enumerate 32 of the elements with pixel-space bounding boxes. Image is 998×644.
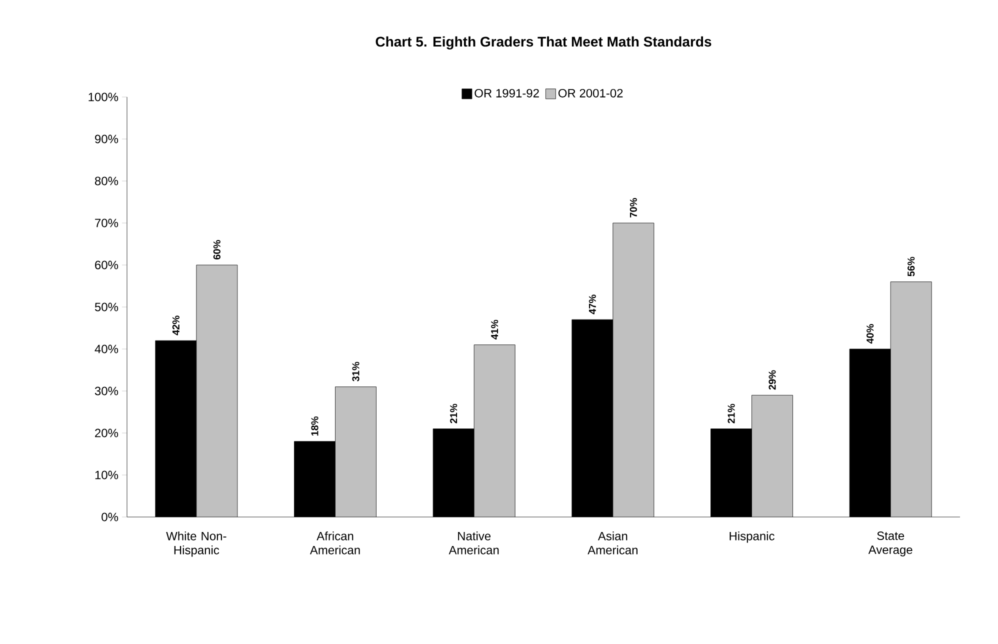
y-tick-label: 60% <box>95 260 118 270</box>
y-tick-label: 100% <box>88 92 118 102</box>
data-label: 40% <box>866 324 874 344</box>
y-tick-label: 0% <box>102 512 118 522</box>
x-tick-label: White Non-Hispanic <box>166 532 226 557</box>
x-tick-label: African American <box>310 532 360 554</box>
y-tick-label: 30% <box>94 386 118 396</box>
y-tick-label: 20% <box>95 428 118 438</box>
y-tick-label: 40% <box>94 344 118 354</box>
data-label: 56% <box>908 256 915 276</box>
data-label: 29% <box>768 370 776 390</box>
data-label: 41% <box>491 320 498 340</box>
y-tick-label: 90% <box>95 134 118 144</box>
x-tick-label: Native American <box>448 532 499 554</box>
data-label: 21% <box>728 404 735 424</box>
x-tick-label: Hispanic <box>730 532 774 543</box>
x-tick-label: Asian American <box>588 532 638 554</box>
legend-label: OR 2001-02 <box>558 88 623 98</box>
data-label: 21% <box>450 404 458 424</box>
data-label: 60% <box>213 240 220 260</box>
data-label: 70% <box>630 198 637 218</box>
data-label: 18% <box>311 416 318 436</box>
data-label: 47% <box>588 294 596 314</box>
chart-title: Chart 5. Eighth Graders That Meet Math Standards <box>376 36 712 50</box>
y-tick-label: 10% <box>95 470 118 480</box>
y-tick-label: 70% <box>95 218 118 228</box>
data-label: 42% <box>172 316 180 336</box>
y-tick-label: 50% <box>94 302 118 312</box>
legend-label: OR 1991-92 <box>474 88 539 98</box>
x-tick-label: State Average <box>868 532 912 556</box>
y-tick-label: 80% <box>94 176 118 186</box>
data-label: 31% <box>352 362 360 382</box>
